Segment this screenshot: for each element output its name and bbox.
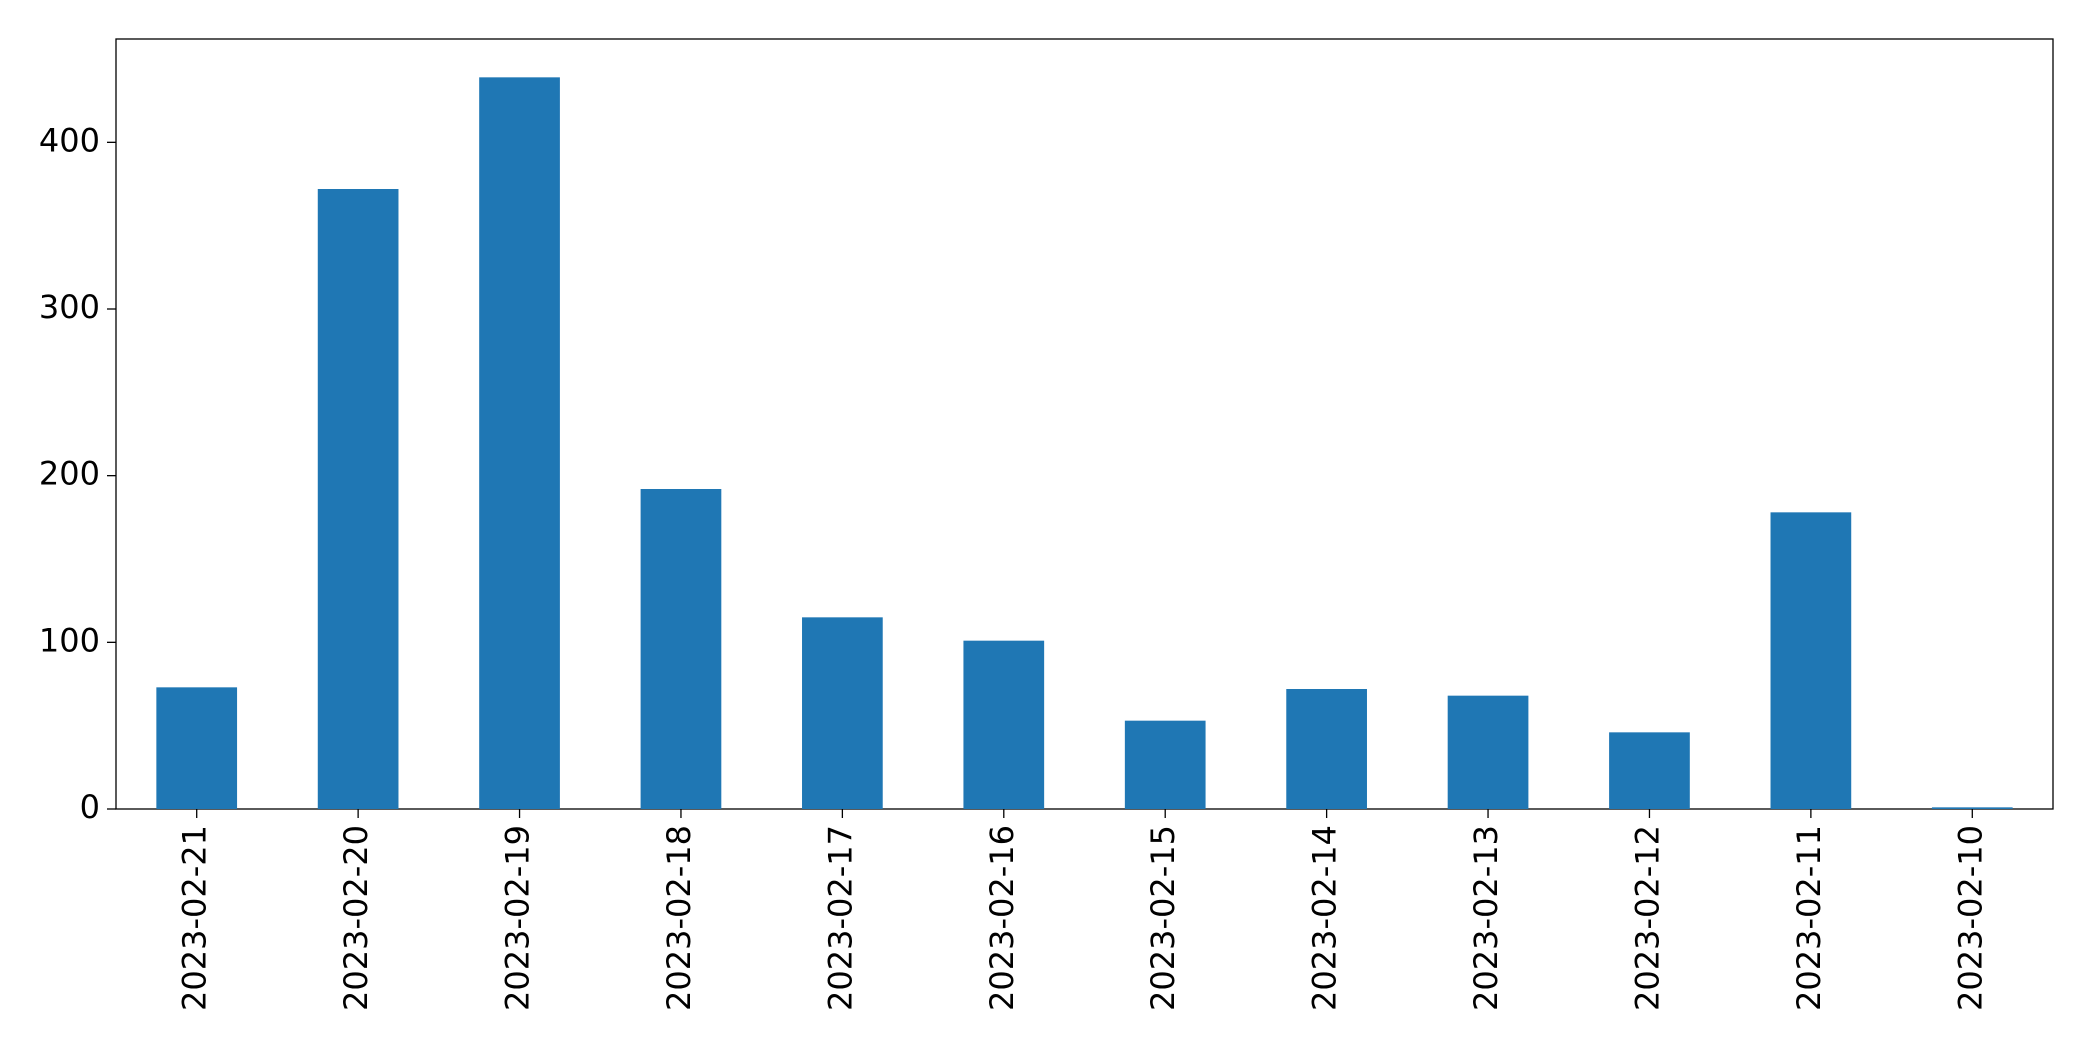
bar (156, 687, 238, 809)
y-tick-label: 0 (80, 788, 100, 826)
y-tick-label: 100 (39, 621, 100, 659)
bar (479, 77, 560, 810)
x-tick-label: 2023-02-21 (176, 825, 214, 1011)
y-tick-label: 300 (39, 288, 100, 326)
y-tick-label: 200 (39, 455, 100, 493)
bar (1447, 695, 1529, 809)
bar (1286, 689, 1367, 809)
x-tick-label: 2023-02-12 (1628, 825, 1666, 1011)
x-tick-label: 2023-02-15 (1144, 825, 1182, 1011)
x-tick-label: 2023-02-17 (821, 825, 859, 1011)
x-tick-label: 2023-02-10 (1951, 825, 1989, 1011)
x-tick-label: 2023-02-18 (660, 825, 698, 1011)
bar (640, 489, 722, 809)
x-tick-label: 2023-02-13 (1467, 825, 1505, 1011)
x-tick-label: 2023-02-11 (1790, 825, 1828, 1011)
x-tick-label: 2023-02-19 (499, 825, 537, 1011)
bar (1124, 720, 1206, 809)
bar (802, 617, 883, 809)
bar (317, 189, 399, 809)
bar (963, 640, 1045, 809)
x-tick-label: 2023-02-16 (983, 825, 1021, 1011)
bar (1931, 807, 2013, 809)
y-tick-label: 400 (39, 121, 100, 159)
x-tick-label: 2023-02-20 (337, 825, 375, 1011)
x-tick-label: 2023-02-14 (1306, 825, 1344, 1011)
axes-frame (115, 38, 2054, 810)
bar (1770, 512, 1852, 809)
bar (1609, 732, 1690, 809)
